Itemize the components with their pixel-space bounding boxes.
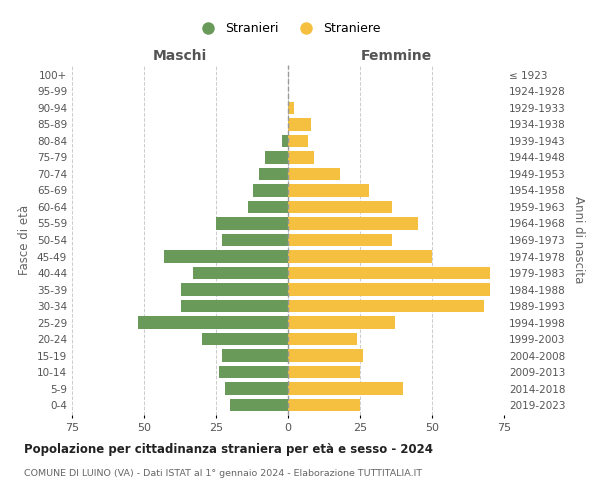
- Bar: [202, 333, 288, 345]
- Bar: [259, 168, 288, 180]
- Bar: [253, 184, 288, 196]
- Text: Femmine: Femmine: [361, 50, 431, 64]
- Bar: [288, 316, 395, 328]
- Bar: [288, 267, 490, 279]
- Bar: [288, 234, 392, 246]
- Bar: [181, 300, 288, 312]
- Bar: [216, 218, 288, 230]
- Bar: [288, 102, 294, 114]
- Bar: [288, 382, 403, 395]
- Legend: Stranieri, Straniere: Stranieri, Straniere: [190, 17, 386, 40]
- Bar: [288, 135, 308, 147]
- Bar: [288, 152, 314, 164]
- Bar: [224, 382, 288, 395]
- Bar: [288, 300, 484, 312]
- Bar: [265, 152, 288, 164]
- Bar: [288, 218, 418, 230]
- Y-axis label: Fasce di età: Fasce di età: [19, 205, 31, 275]
- Bar: [164, 250, 288, 262]
- Bar: [230, 399, 288, 411]
- Bar: [288, 168, 340, 180]
- Bar: [282, 135, 288, 147]
- Text: Maschi: Maschi: [153, 50, 207, 64]
- Bar: [193, 267, 288, 279]
- Bar: [222, 234, 288, 246]
- Bar: [181, 284, 288, 296]
- Bar: [222, 350, 288, 362]
- Bar: [288, 118, 311, 130]
- Bar: [288, 184, 368, 196]
- Bar: [288, 350, 363, 362]
- Bar: [138, 316, 288, 328]
- Bar: [288, 201, 392, 213]
- Bar: [288, 399, 360, 411]
- Text: COMUNE DI LUINO (VA) - Dati ISTAT al 1° gennaio 2024 - Elaborazione TUTTITALIA.I: COMUNE DI LUINO (VA) - Dati ISTAT al 1° …: [24, 468, 422, 477]
- Bar: [219, 366, 288, 378]
- Bar: [288, 333, 357, 345]
- Bar: [248, 201, 288, 213]
- Bar: [288, 366, 360, 378]
- Y-axis label: Anni di nascita: Anni di nascita: [572, 196, 585, 284]
- Bar: [288, 284, 490, 296]
- Bar: [288, 250, 432, 262]
- Text: Popolazione per cittadinanza straniera per età e sesso - 2024: Popolazione per cittadinanza straniera p…: [24, 442, 433, 456]
